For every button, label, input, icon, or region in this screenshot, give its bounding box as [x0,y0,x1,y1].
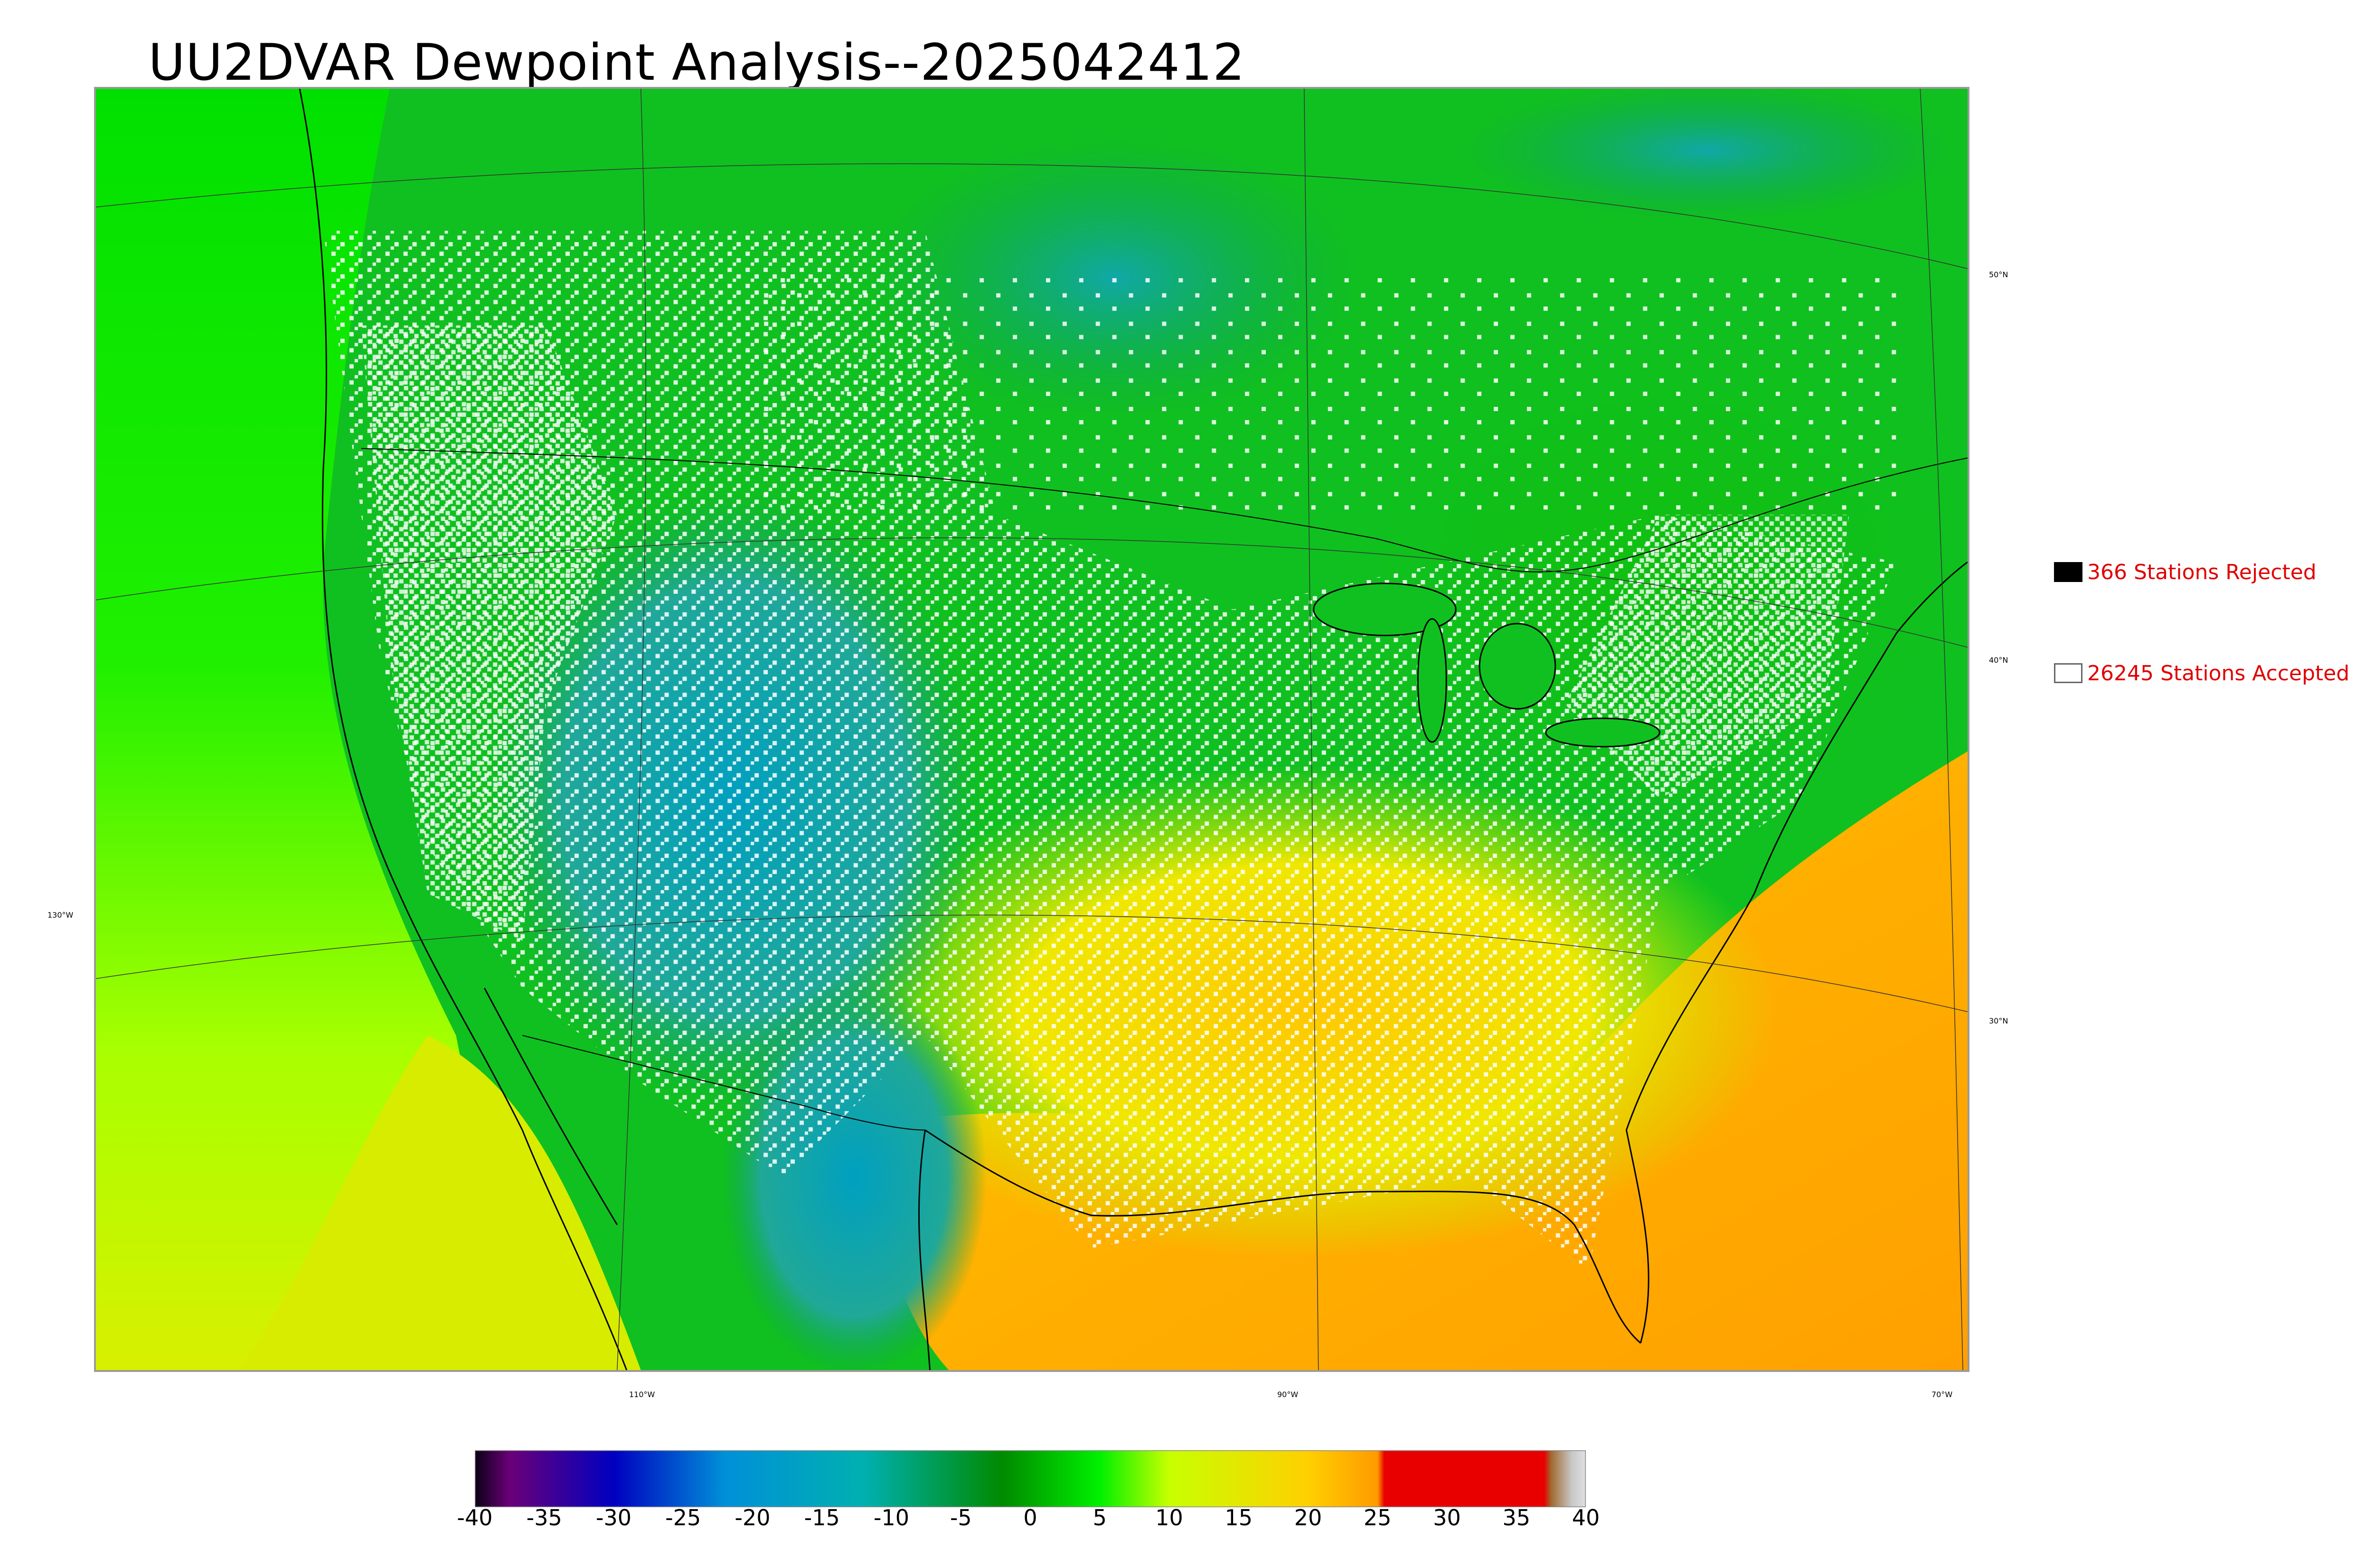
legend-rejected-label: 366 Stations Rejected [2087,560,2317,584]
colorbar-tick-label: -30 [595,1505,632,1530]
accepted-swatch-icon [2054,663,2082,683]
colorbar-tick-label: -35 [526,1505,562,1530]
coastlines [299,89,1968,1370]
accepted-stations-layer [323,231,1897,1272]
colorbar-tick-label: 10 [1155,1505,1183,1530]
pacific-ocean-region [96,89,523,1370]
dense-west-stations [361,325,617,941]
hudson-dry-region [1460,89,1953,222]
colorbar-tick-label: 5 [1093,1505,1107,1530]
colorbar-tick-label: 30 [1433,1505,1461,1530]
great-lakes [1313,582,1660,748]
colorbar-tick-label: -5 [950,1505,972,1530]
colorbar-fill [475,1450,1586,1507]
baja-region [238,1035,641,1370]
graticule [96,89,1968,1370]
political-borders [361,448,1968,1131]
lat-label-40n: 40°N [1989,656,2008,665]
lon-label-70w: 70°W [1931,1390,1953,1399]
colorbar-tick-label: 40 [1572,1505,1600,1530]
map-title: UU2DVAR Dewpoint Analysis--2025042412 [148,33,1245,92]
lon-label-130w: 130°W [47,911,74,920]
colorbar-tick-label: -10 [873,1505,910,1530]
colorbar-tick-label: -25 [665,1505,701,1530]
colorbar-tick-label: 20 [1294,1505,1322,1530]
colorbar-tick-label: -15 [804,1505,840,1530]
legend-accepted-label: 26245 Stations Accepted [2087,661,2350,685]
colorbar-tick-label: 35 [1502,1505,1531,1530]
colorbar-tick-label: -20 [735,1505,771,1530]
lon-label-90w: 90°W [1277,1390,1299,1399]
canada-stations [759,278,1897,515]
colorbar-tick-label: 15 [1225,1505,1253,1530]
map-panel [94,87,1969,1372]
rejected-swatch-icon [2054,562,2082,582]
dewpoint-field-map [96,89,1968,1370]
lon-label-110w: 110°W [629,1390,655,1399]
colorbar-tick-label: 25 [1363,1505,1392,1530]
lat-label-50n: 50°N [1989,270,2008,279]
lat-label-30n: 30°N [1989,1016,2008,1025]
colorbar [475,1450,1586,1507]
colorbar-tick-label: -40 [457,1505,493,1530]
colorbar-tick-label: 0 [1023,1505,1037,1530]
